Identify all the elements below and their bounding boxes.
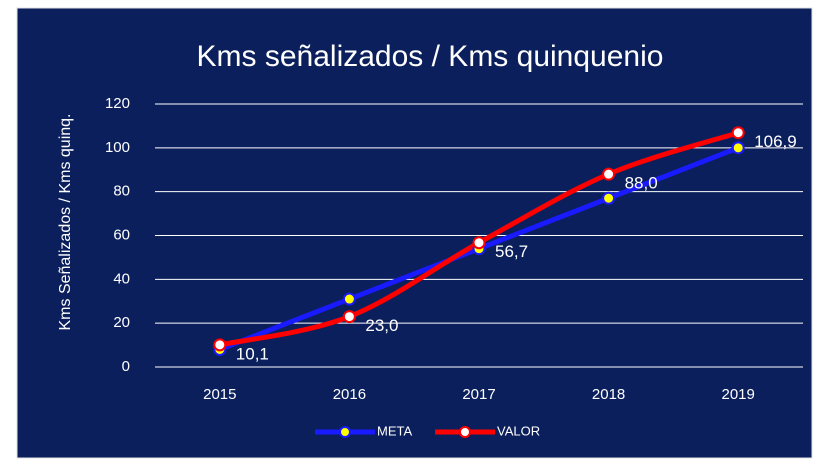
y-tick-label: 20 (113, 314, 130, 331)
legend-marker (459, 426, 471, 438)
legend-label: VALOR (497, 423, 540, 438)
x-tick-label: 2016 (333, 386, 366, 403)
data-point (342, 292, 356, 306)
data-point (731, 126, 745, 140)
x-tick-label: 2015 (203, 386, 236, 403)
data-point (602, 167, 616, 181)
x-tick-label: 2019 (722, 386, 755, 403)
x-tick-label: 2017 (462, 386, 495, 403)
data-point (472, 236, 486, 250)
data-label: 10,1 (236, 344, 269, 363)
y-tick-label: 80 (113, 183, 130, 200)
data-label: 56,7 (495, 242, 528, 261)
legend-label: META (377, 423, 412, 438)
data-label: 106,9 (754, 132, 797, 151)
data-label: 88,0 (625, 174, 658, 193)
y-axis-label: Kms Señalizados / Kms quinq. (57, 114, 74, 331)
y-tick-label: 60 (113, 226, 130, 243)
y-tick-label: 100 (105, 139, 130, 156)
data-point (602, 191, 616, 205)
data-point (213, 338, 227, 352)
data-point (342, 310, 356, 324)
y-tick-label: 0 (122, 358, 130, 375)
legend-marker (339, 426, 351, 438)
y-tick-label: 40 (113, 270, 130, 287)
y-tick-label: 120 (105, 95, 130, 112)
chart-background (16, 7, 813, 459)
data-point (731, 141, 745, 155)
chart-title: Kms señalizados / Kms quinquenio (197, 40, 664, 73)
data-label: 23,0 (365, 316, 398, 335)
x-tick-label: 2018 (592, 386, 625, 403)
